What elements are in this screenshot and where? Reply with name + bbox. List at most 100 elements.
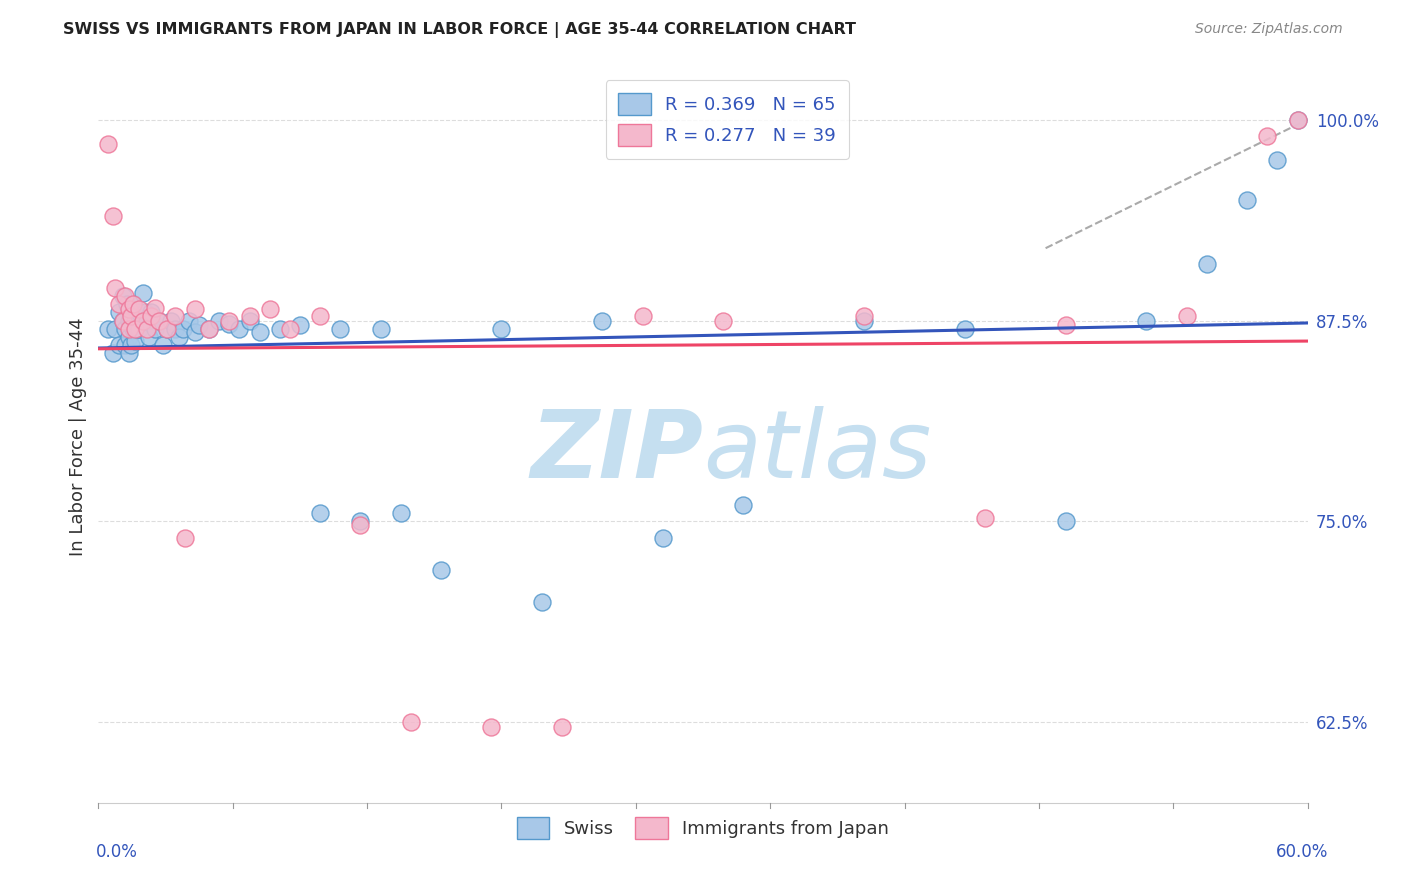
Point xyxy=(1267,153,1289,167)
Point xyxy=(134,305,156,319)
Point xyxy=(163,321,186,335)
Point xyxy=(97,321,120,335)
Point xyxy=(218,317,240,331)
Point xyxy=(128,302,150,317)
Point xyxy=(389,507,412,521)
Point xyxy=(128,321,150,335)
Point xyxy=(853,309,876,323)
Point xyxy=(114,337,136,351)
Point xyxy=(107,337,129,351)
Text: SWISS VS IMMIGRANTS FROM JAPAN IN LABOR FORCE | AGE 35-44 CORRELATION CHART: SWISS VS IMMIGRANTS FROM JAPAN IN LABOR … xyxy=(63,22,856,38)
Point xyxy=(121,297,143,311)
Point xyxy=(156,321,179,335)
Point xyxy=(853,313,876,327)
Point xyxy=(249,325,271,339)
Point xyxy=(135,321,157,335)
Point xyxy=(239,313,262,327)
Point xyxy=(167,329,190,343)
Point xyxy=(118,313,141,327)
Point xyxy=(138,329,160,343)
Point xyxy=(218,313,240,327)
Text: atlas: atlas xyxy=(703,406,931,497)
Point xyxy=(309,309,332,323)
Point xyxy=(208,313,231,327)
Point xyxy=(228,321,250,335)
Text: 60.0%: 60.0% xyxy=(1277,843,1329,861)
Point xyxy=(121,297,143,311)
Point xyxy=(125,321,148,335)
Text: Source: ZipAtlas.com: Source: ZipAtlas.com xyxy=(1195,22,1343,37)
Point xyxy=(631,309,654,323)
Point xyxy=(111,313,134,327)
Point xyxy=(198,321,221,335)
Point xyxy=(370,321,392,335)
Point xyxy=(115,297,138,311)
Point xyxy=(184,302,207,317)
Point xyxy=(953,321,976,335)
Point xyxy=(399,715,422,730)
Point xyxy=(481,720,503,734)
Point xyxy=(143,301,166,315)
Point xyxy=(1286,112,1309,127)
Point xyxy=(1286,112,1309,127)
Point xyxy=(278,321,301,335)
Point xyxy=(198,321,221,335)
Point xyxy=(111,289,134,303)
Point xyxy=(139,305,162,319)
Point xyxy=(111,313,134,327)
Point xyxy=(114,321,136,335)
Point xyxy=(184,325,207,339)
Point xyxy=(103,281,125,295)
Point xyxy=(124,321,146,335)
Legend: Swiss, Immigrants from Japan: Swiss, Immigrants from Japan xyxy=(509,810,897,847)
Point xyxy=(97,136,120,151)
Point xyxy=(101,209,124,223)
Point xyxy=(124,334,146,349)
Point xyxy=(309,507,332,521)
Point xyxy=(174,531,197,545)
Point xyxy=(163,309,186,323)
Point xyxy=(239,309,262,323)
Point xyxy=(107,297,129,311)
Point xyxy=(430,563,453,577)
Point xyxy=(530,595,553,609)
Point xyxy=(148,313,170,327)
Point xyxy=(128,305,150,319)
Point xyxy=(733,499,755,513)
Point xyxy=(288,318,311,333)
Point xyxy=(269,321,291,335)
Point xyxy=(591,313,613,327)
Point xyxy=(711,313,734,327)
Point xyxy=(152,337,174,351)
Point xyxy=(1256,128,1278,143)
Point xyxy=(124,313,146,327)
Point xyxy=(121,321,143,335)
Point xyxy=(107,305,129,319)
Point xyxy=(1175,309,1198,323)
Point xyxy=(179,313,201,327)
Point xyxy=(120,313,142,327)
Point xyxy=(172,321,194,335)
Text: 0.0%: 0.0% xyxy=(96,843,138,861)
Point xyxy=(103,321,125,335)
Point xyxy=(349,515,371,529)
Point xyxy=(118,321,141,335)
Point xyxy=(118,345,141,359)
Point xyxy=(974,511,997,525)
Point xyxy=(101,345,124,359)
Point xyxy=(118,302,141,317)
Point xyxy=(135,313,157,327)
Point xyxy=(259,302,281,317)
Point xyxy=(1054,318,1077,333)
Point xyxy=(148,313,170,327)
Point xyxy=(329,321,352,335)
Point xyxy=(139,309,162,323)
Point xyxy=(491,321,513,335)
Point xyxy=(1236,193,1258,207)
Point xyxy=(114,289,136,303)
Text: ZIP: ZIP xyxy=(530,406,703,498)
Point xyxy=(1195,257,1218,271)
Point xyxy=(120,309,142,323)
Point xyxy=(160,313,183,327)
Point xyxy=(1135,313,1157,327)
